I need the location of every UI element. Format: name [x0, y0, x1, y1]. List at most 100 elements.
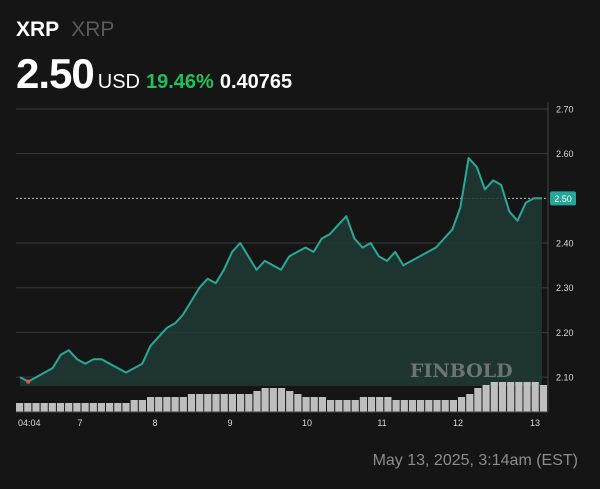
x-axis: 04:04 7 8 9 10 11 12 13	[16, 411, 548, 428]
volume-bar	[294, 394, 302, 412]
volume-bar	[539, 385, 547, 412]
volume-bar	[261, 388, 269, 412]
y-tick-label: 2.60	[556, 149, 574, 159]
x-tick-label: 13	[530, 418, 540, 428]
volume-bar	[449, 400, 457, 412]
volume-bar	[367, 397, 376, 412]
timestamp: May 13, 2025, 3:14am (EST)	[372, 452, 578, 469]
volume-bar	[81, 403, 89, 412]
start-marker	[25, 379, 31, 384]
price-line	[19, 157, 542, 383]
x-tick-label: 7	[77, 418, 82, 428]
volume-bar	[318, 397, 326, 412]
volume-bar	[204, 394, 212, 412]
volume-bar	[138, 400, 146, 412]
currency-label: USD	[97, 71, 140, 93]
y-axis: 2.70 2.60 2.40 2.30 2.20 2.10	[547, 102, 574, 412]
price-row: 2.50 USD 19.46% 0.40765	[16, 50, 292, 98]
change-absolute: 0.40765	[219, 71, 293, 93]
volume-bar	[482, 385, 490, 412]
volume-bar	[163, 397, 171, 412]
x-tick-label: 12	[453, 418, 463, 428]
volume-bar	[335, 400, 343, 412]
volume-bar	[392, 400, 400, 412]
volume-bar	[48, 403, 56, 412]
y-tick-label: 2.40	[556, 239, 574, 249]
volume-bar	[310, 397, 318, 412]
volume-bar	[171, 397, 179, 412]
ticker-symbol: XRP	[16, 18, 60, 41]
y-tick-label: 2.20	[556, 328, 574, 338]
volume-bar	[106, 403, 114, 412]
y-tick-label: 2.70	[556, 104, 574, 114]
volume-bar	[359, 397, 367, 412]
volume-bar	[417, 400, 425, 412]
volume-bar	[237, 394, 245, 412]
volume-bar	[196, 394, 204, 412]
volume-bar	[490, 382, 498, 412]
volume-bar	[458, 397, 466, 412]
volume-bar	[212, 394, 220, 412]
volume-bar	[65, 403, 73, 412]
volume-bar	[114, 403, 122, 412]
y-tick-label: 2.30	[556, 283, 574, 293]
change-percent: 19.46%	[145, 71, 214, 93]
volume-bar	[441, 400, 449, 412]
volume-bar	[245, 394, 253, 412]
volume-bar	[474, 388, 482, 412]
x-tick-label: 9	[227, 418, 232, 428]
watermark: FINBOLD	[410, 360, 513, 382]
volume-bar	[16, 403, 24, 412]
price-area-fill	[20, 158, 542, 386]
current-price: 2.50	[16, 50, 95, 97]
x-tick-label: 10	[302, 418, 312, 428]
volume-bar	[302, 397, 310, 412]
volume-bar	[531, 382, 539, 412]
volume-bar	[343, 400, 351, 412]
volume-bar	[97, 403, 105, 412]
volume-bars	[16, 382, 547, 412]
volume-bar	[32, 403, 40, 412]
volume-bar	[187, 394, 196, 412]
price-tag-label: 2.50	[554, 194, 572, 204]
volume-bar	[253, 391, 261, 412]
volume-bar	[384, 397, 392, 412]
volume-bar	[24, 403, 32, 412]
volume-bar	[228, 394, 236, 412]
volume-bar	[515, 382, 523, 412]
volume-bar	[40, 403, 48, 412]
volume-bar	[122, 403, 130, 412]
price-tag: 2.50	[550, 191, 576, 206]
price-tag-box	[550, 191, 576, 206]
x-tick-label: 04:04	[18, 418, 41, 428]
volume-bar	[327, 400, 335, 412]
volume-bar	[179, 397, 187, 412]
volume-bar	[433, 400, 441, 412]
volume-bar	[155, 397, 163, 412]
volume-bar	[466, 394, 474, 412]
volume-bar	[277, 388, 286, 412]
volume-bar	[269, 388, 277, 412]
volume-bar	[89, 403, 97, 412]
volume-bar	[56, 403, 65, 412]
volume-bar	[376, 397, 384, 412]
x-tick-label: 11	[377, 418, 386, 428]
y-tick-label: 2.10	[556, 373, 574, 383]
volume-bar	[73, 403, 81, 412]
volume-bar	[425, 400, 433, 412]
volume-bar	[400, 400, 408, 412]
volume-bar	[286, 391, 294, 412]
volume-bar	[147, 397, 155, 412]
price-chart: FINBOLD 2.70 2.60 2.40 2.30 2.20 2.10 04:04 7 8…	[16, 102, 576, 428]
volume-bar	[523, 382, 531, 412]
volume-bar	[507, 382, 515, 412]
volume-bar	[408, 400, 417, 412]
ticker-row: XRP XRP	[16, 18, 292, 42]
volume-bar	[351, 400, 359, 412]
asset-name: XRP	[71, 18, 115, 41]
quote-header: XRP XRP 2.50 USD 19.46% 0.40765	[16, 18, 292, 98]
volume-bar	[498, 382, 507, 412]
x-tick-label: 8	[152, 418, 157, 428]
volume-bar	[130, 400, 138, 412]
volume-bar	[220, 394, 228, 412]
